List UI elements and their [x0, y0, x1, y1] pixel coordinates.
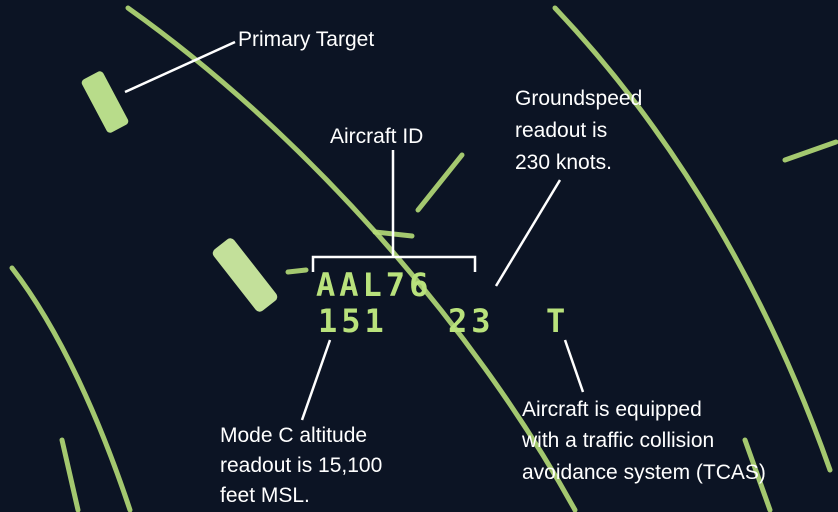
- altitude-readout: 151: [318, 302, 388, 340]
- annotation-line: Aircraft ID: [330, 125, 423, 148]
- annotation-line: 230 knots.: [515, 151, 612, 174]
- annotation-line: Groundspeed: [515, 87, 642, 110]
- annotation-line: Aircraft is equipped: [522, 398, 702, 421]
- annotation: Aircraft ID: [330, 125, 423, 148]
- annotation-line: feet MSL.: [220, 484, 310, 507]
- radar-trace: [288, 270, 306, 272]
- tcas-indicator: T: [546, 302, 569, 340]
- radar-diagram: AAL76 151 23 T Primary Target Aircraft I…: [0, 0, 838, 512]
- annotation: Primary Target: [238, 28, 374, 51]
- annotation-line: readout is 15,100: [220, 454, 382, 477]
- groundspeed-readout: 23: [448, 302, 495, 340]
- annotation-line: avoidance system (TCAS): [522, 461, 766, 484]
- annotation-line: with a traffic collision: [521, 429, 714, 452]
- annotation-line: Mode C altitude: [220, 424, 367, 447]
- aircraft-id: AAL76: [316, 266, 432, 304]
- annotation-line: readout is: [515, 119, 607, 142]
- annotation-line: Primary Target: [238, 28, 374, 51]
